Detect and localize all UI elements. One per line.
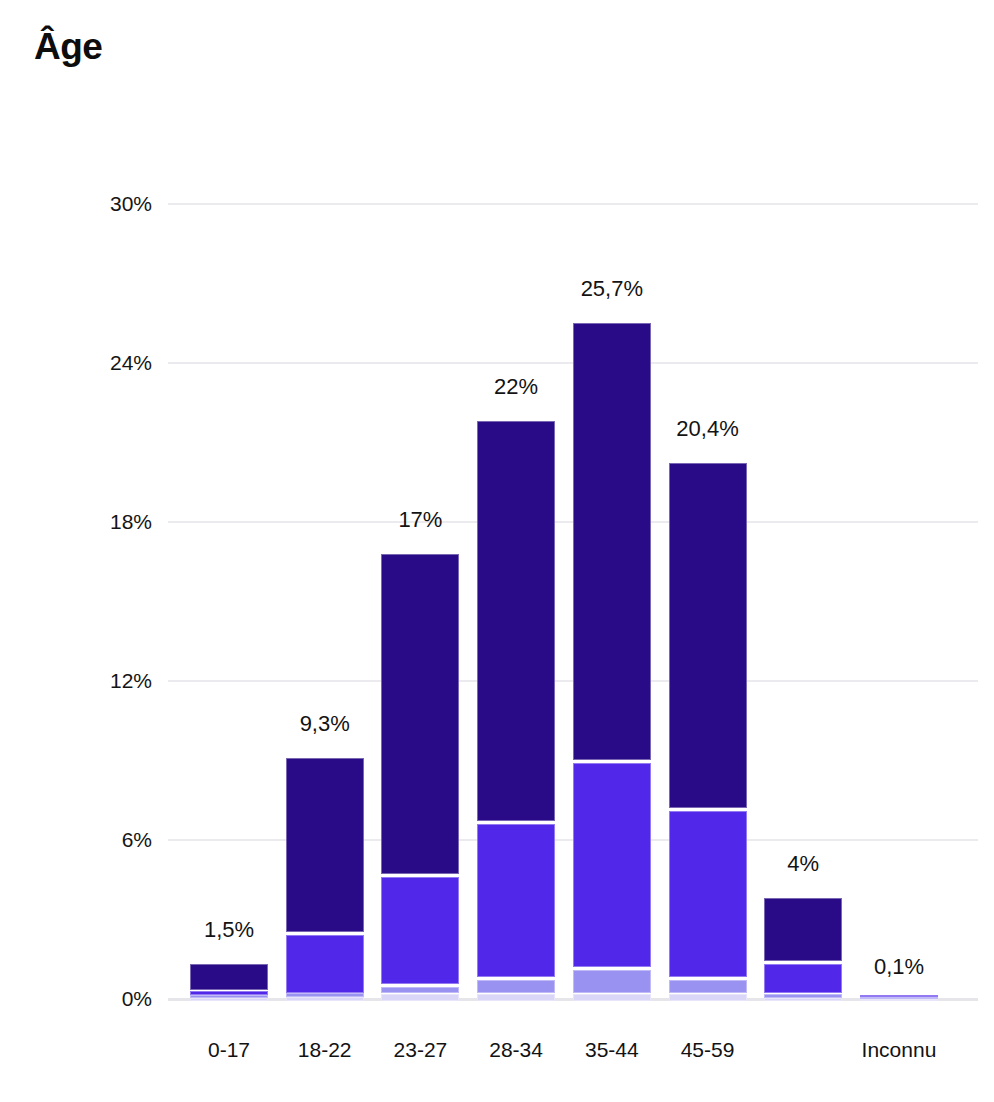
bar-value-label: 4% [733, 851, 873, 877]
bar-value-label: 20,4% [638, 416, 778, 442]
bar-segment-periwinkle [669, 980, 747, 993]
bar-value-label: 0,1% [829, 954, 969, 980]
y-tick-label: 0% [40, 985, 152, 1013]
bar-segment-violet [860, 995, 938, 997]
bar-segment-lavender [381, 994, 459, 1001]
bar-segment-lavender [860, 999, 938, 1001]
bar-segment-navy [573, 323, 651, 760]
bar-value-label: 25,7% [542, 276, 682, 302]
x-tick-label: Inconnu [829, 1036, 969, 1064]
bar-segment-violet [286, 935, 364, 993]
y-tick-label: 24% [40, 349, 152, 377]
bar-segment-violet [190, 991, 268, 994]
bar-segment-lavender [477, 994, 555, 1001]
bar-segment-navy [190, 964, 268, 990]
bar-segment-violet [381, 877, 459, 984]
bar-segment-lavender [573, 994, 651, 1001]
age-distribution-page: Âge 30%24%18%12%6%0%1,5%0-179,3%18-2217%… [0, 0, 994, 1102]
y-tick-label: 6% [40, 826, 152, 854]
bar-segment-lavender [669, 994, 747, 1001]
bar-segment-periwinkle [381, 987, 459, 993]
bar-value-label: 22% [446, 374, 586, 400]
bar-segment-periwinkle [286, 993, 364, 997]
bar-segment-lavender [286, 997, 364, 1001]
bar-segment-periwinkle [190, 995, 268, 998]
bar-value-label: 17% [350, 507, 490, 533]
bar-segment-navy [286, 758, 364, 933]
bar-segment-violet [669, 811, 747, 978]
bar-segment-periwinkle [764, 994, 842, 998]
age-stacked-bar-chart: 30%24%18%12%6%0%1,5%0-179,3%18-2217%23-2… [0, 0, 994, 1102]
bar-segment-periwinkle [477, 980, 555, 993]
bar-segment-navy [477, 421, 555, 821]
bar-segment-periwinkle [860, 997, 938, 999]
y-tick-label: 12% [40, 667, 152, 695]
bar-segment-navy [381, 554, 459, 874]
bar-segment-navy [764, 898, 842, 961]
y-tick-label: 30% [40, 190, 152, 218]
bar-segment-navy [669, 463, 747, 807]
gridline [168, 203, 978, 205]
bar-segment-lavender [764, 998, 842, 1001]
bar-value-label: 9,3% [255, 711, 395, 737]
bar-segment-violet [573, 763, 651, 967]
y-tick-label: 18% [40, 508, 152, 536]
x-tick-label: 45-59 [638, 1036, 778, 1064]
bar-value-label: 1,5% [159, 917, 299, 943]
bar-segment-lavender [190, 998, 268, 1001]
bar-segment-violet [477, 824, 555, 977]
bar-segment-periwinkle [573, 970, 651, 994]
